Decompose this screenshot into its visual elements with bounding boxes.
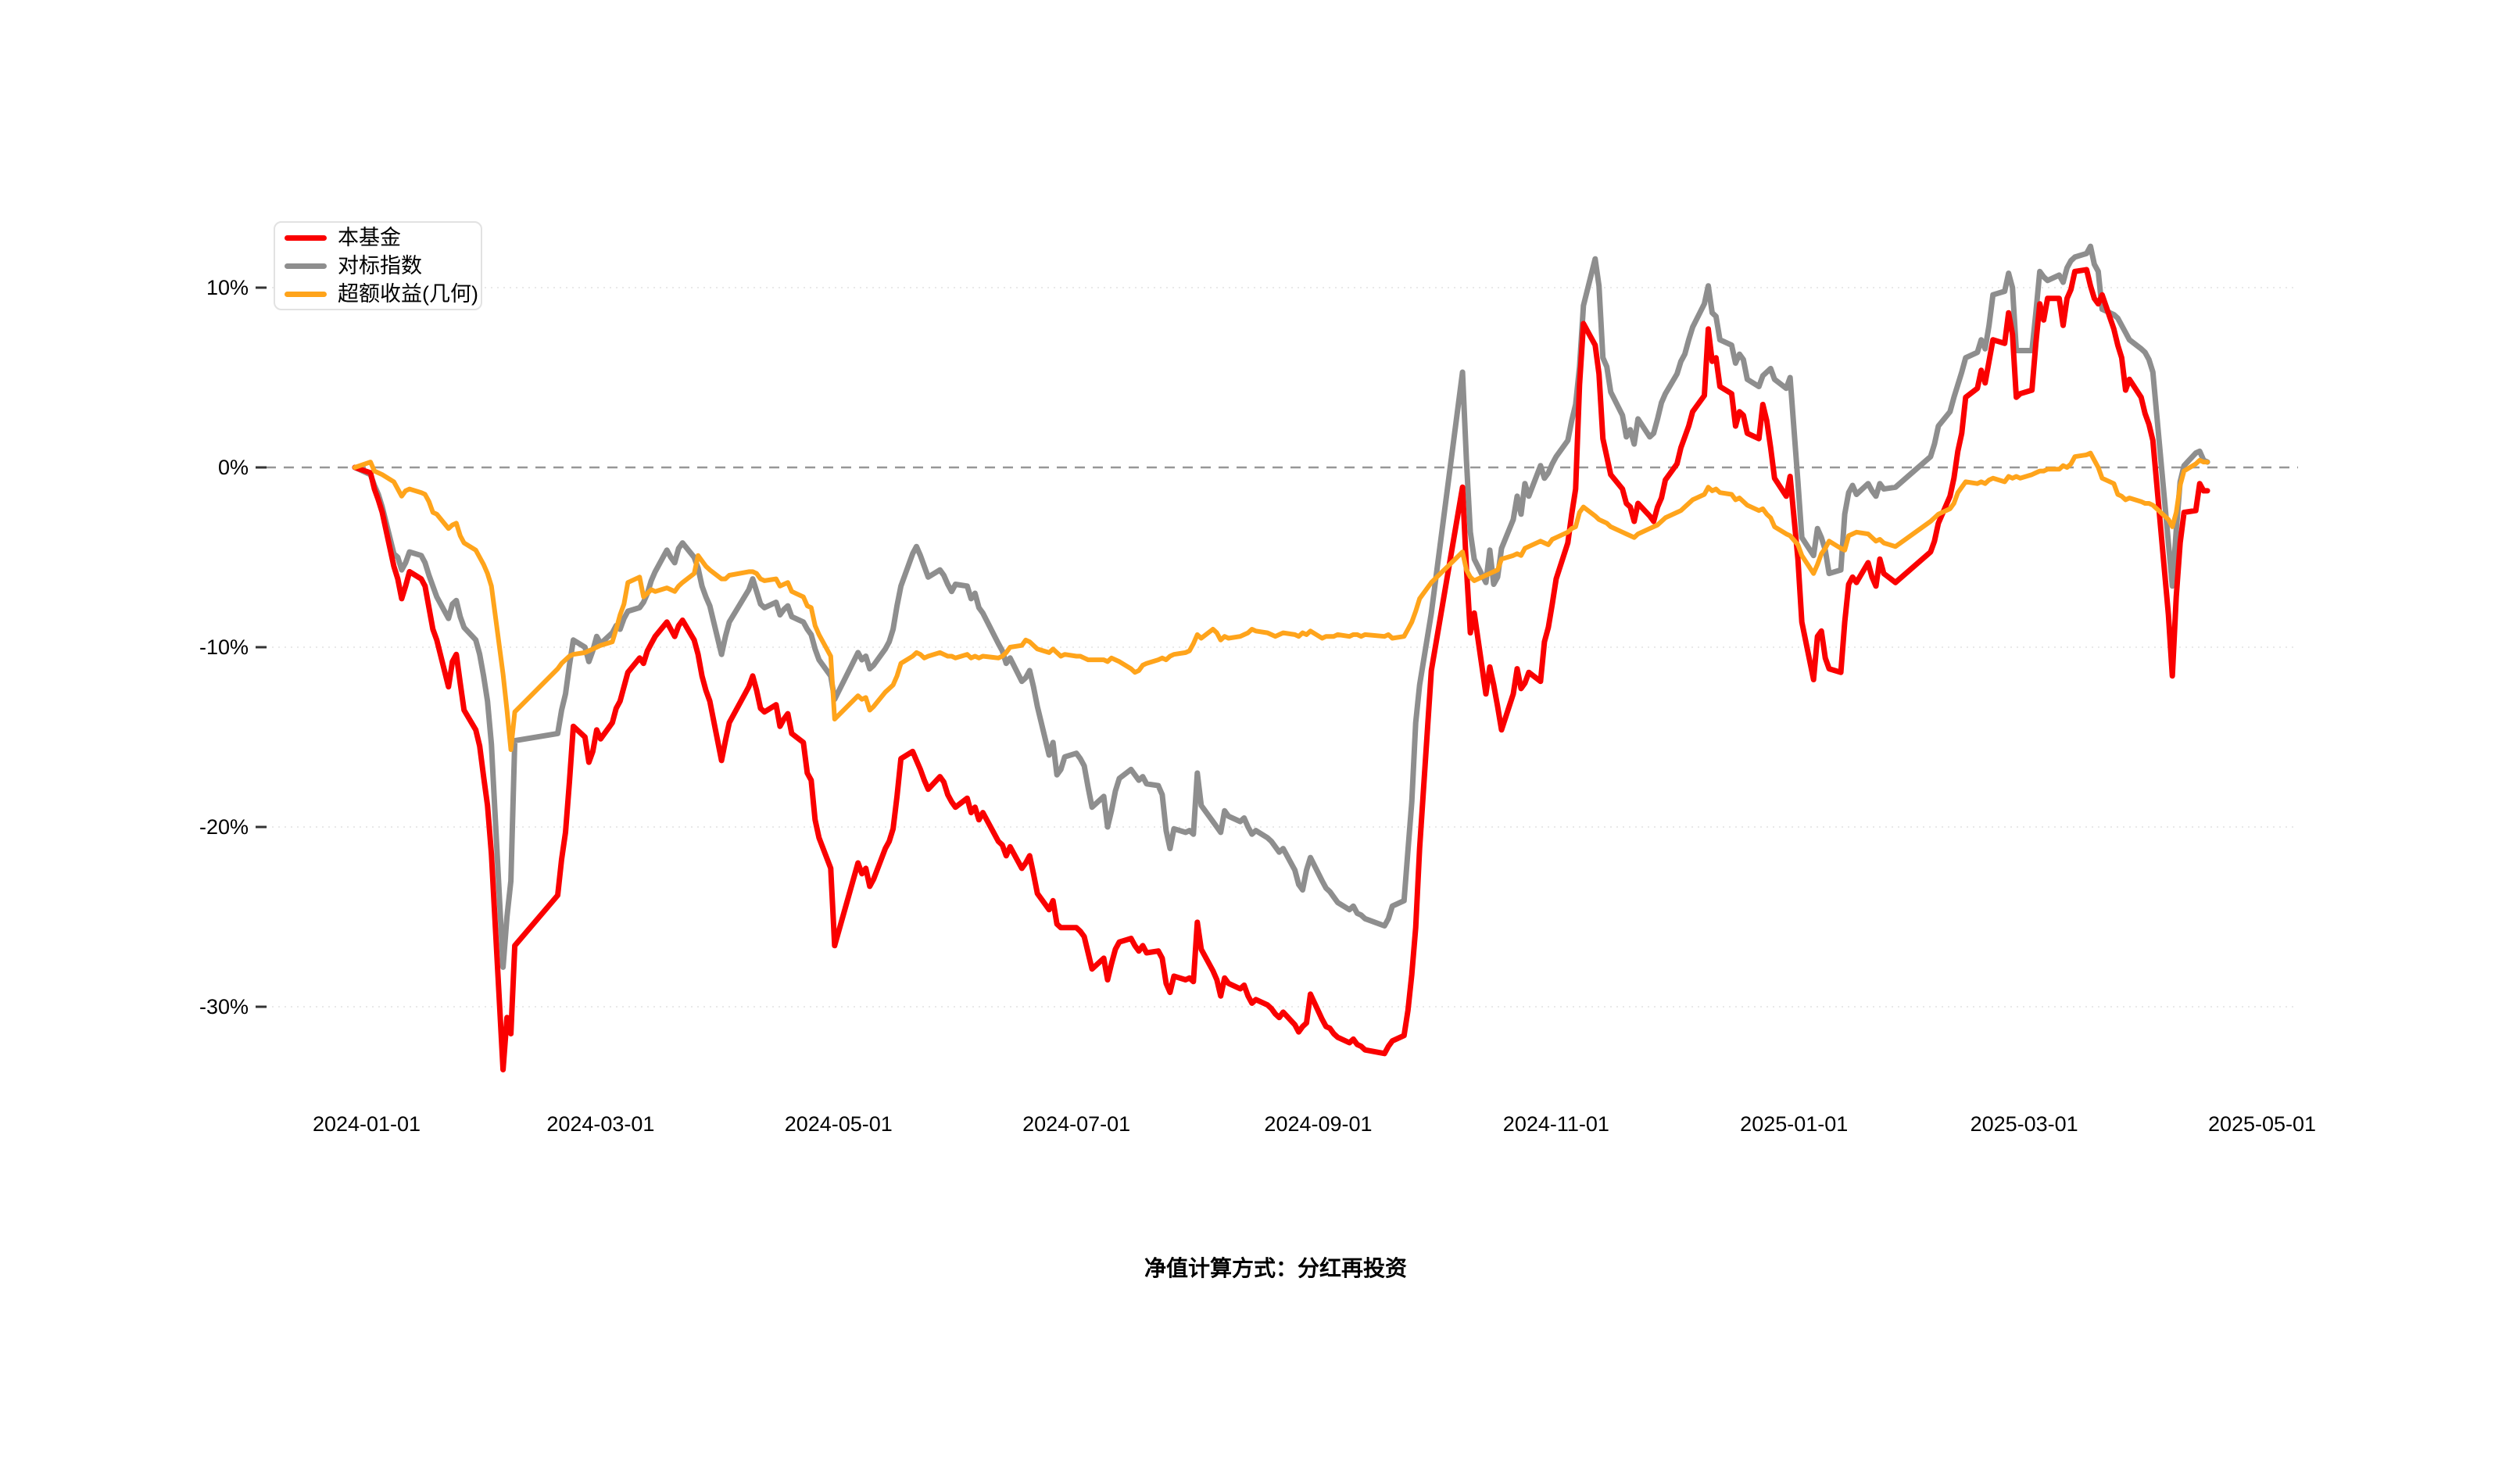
x-tick-label-2024-11-01: 2024-11-01 (1503, 1112, 1609, 1136)
fund-line-swatch (285, 234, 327, 241)
fund-line (352, 267, 2210, 1072)
x-tick-label-2025-03-01: 2025-03-01 (1971, 1112, 2078, 1136)
x-tick-label-2025-05-01: 2025-05-01 (2208, 1112, 2316, 1136)
y-tick-label--30%: -30% (199, 995, 249, 1018)
y-tick-label--10%: -10% (199, 635, 249, 659)
legend-label-fund: 本基金 (338, 225, 401, 249)
nav-method-caption: 净值计算方式：分红再投资 (1144, 1256, 1408, 1280)
x-tick-label-2024-03-01: 2024-03-01 (546, 1112, 654, 1136)
x-tick-label-2025-01-01: 2025-01-01 (1740, 1112, 1848, 1136)
benchmark-line-swatch (285, 263, 327, 269)
x-tick-label-2024-05-01: 2024-05-01 (785, 1112, 893, 1136)
x-tick-label-2024-01-01: 2024-01-01 (313, 1112, 421, 1136)
y-tick-label--20%: -20% (199, 815, 249, 839)
y-tick-label-0%: 0% (218, 456, 249, 479)
excess-line (353, 450, 2210, 753)
excess-line-swatch (285, 291, 327, 297)
legend-label-benchmark: 对标指数 (338, 253, 422, 277)
legend-item-fund[interactable]: 本基金 (285, 224, 481, 251)
x-tick-label-2024-07-01: 2024-07-01 (1022, 1112, 1130, 1136)
x-tick-label-2024-09-01: 2024-09-01 (1264, 1112, 1372, 1136)
legend-item-excess[interactable]: 超额收益(几何) (285, 281, 481, 307)
chart-legend: 本基金 对标指数 超额收益(几何) (274, 221, 482, 310)
legend-item-benchmark[interactable]: 对标指数 (285, 252, 481, 279)
benchmark-line (352, 243, 2210, 970)
legend-label-excess: 超额收益(几何) (338, 281, 478, 306)
y-tick-label-10%: 10% (206, 276, 249, 299)
